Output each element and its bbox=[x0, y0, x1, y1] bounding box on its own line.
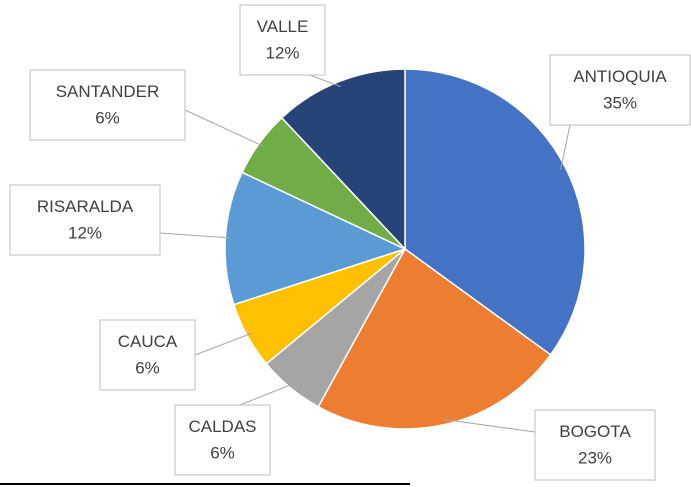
pie-slice bbox=[404, 68, 586, 356]
label-box bbox=[534, 409, 656, 481]
label-name: CALDAS bbox=[188, 417, 256, 436]
label-value: 12% bbox=[68, 223, 102, 242]
label-value: 12% bbox=[265, 43, 299, 62]
label-value: 6% bbox=[95, 108, 120, 127]
leader-line bbox=[184, 109, 264, 147]
leader-line bbox=[309, 74, 341, 88]
leader-line bbox=[159, 232, 231, 239]
label-box bbox=[239, 4, 326, 76]
label-value: 23% bbox=[578, 448, 612, 467]
label-name: RISARALDA bbox=[37, 197, 134, 216]
leader-line bbox=[194, 332, 253, 356]
label-name: SANTANDER bbox=[56, 82, 160, 101]
leader-line bbox=[239, 383, 294, 406]
pie-slice bbox=[280, 68, 406, 251]
label-box bbox=[9, 184, 161, 256]
label-box bbox=[29, 69, 186, 141]
pie-slice bbox=[317, 247, 552, 430]
label-value: 6% bbox=[210, 443, 235, 462]
leader-line bbox=[443, 418, 536, 433]
label-name: BOGOTA bbox=[559, 422, 631, 441]
label-box bbox=[549, 54, 691, 126]
label-box bbox=[99, 319, 196, 391]
label-value: 35% bbox=[603, 93, 637, 112]
label-box bbox=[174, 404, 271, 476]
label-value: 6% bbox=[135, 358, 160, 377]
leader-line bbox=[560, 124, 571, 170]
label-name: VALLE bbox=[257, 17, 309, 36]
label-name: CAUCA bbox=[118, 332, 178, 351]
label-name: ANTIOQUIA bbox=[573, 67, 667, 86]
